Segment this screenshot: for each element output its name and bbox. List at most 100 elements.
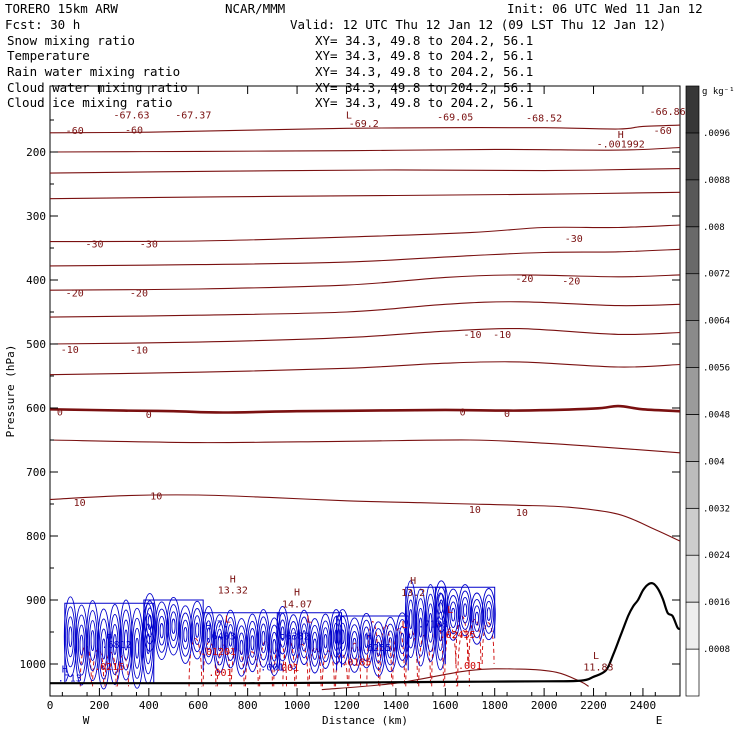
y-tick-label: 1000	[20, 658, 47, 671]
extremum-label: H	[294, 588, 300, 599]
rain-contour	[116, 655, 129, 687]
isotherm-label: 10	[516, 508, 528, 519]
isotherm-label: -60	[125, 125, 143, 136]
cloud-water-contour	[169, 611, 178, 642]
cloud-water-contour	[386, 630, 395, 659]
rain-label: .0185	[341, 657, 371, 668]
isotherm-2	[50, 168, 680, 174]
cloud-water-contour	[428, 612, 433, 634]
colorbar-box	[685, 414, 700, 462]
isotherm-label: -10	[463, 330, 481, 341]
extremum-label: 14.07	[282, 600, 312, 611]
rain-label: .01201	[200, 647, 236, 658]
cloud-water-contour	[111, 624, 119, 665]
field-name-cloud-ice: Cloud ice mixing ratio	[7, 95, 173, 110]
isotherm-label: 10	[150, 492, 162, 503]
cloud-water-contour	[374, 634, 383, 664]
extremum-label: H	[410, 576, 416, 587]
field-name-rain: Rain water mixing ratio	[7, 64, 180, 79]
cloud-water-contour	[474, 611, 479, 626]
cloud-water-contour	[338, 622, 347, 651]
isotherm-label: -30	[85, 239, 103, 250]
isotherm-label: -20	[562, 276, 580, 287]
cloud-water-contour	[122, 619, 130, 661]
cloud-water-contour	[388, 637, 393, 652]
isotherm-label: -20	[66, 289, 84, 300]
colorbar-label: .004	[703, 457, 725, 467]
isotherm-label: 0	[504, 409, 510, 420]
forecast-hour: Fcst: 30 h	[5, 17, 80, 32]
cloud-water-contour	[272, 639, 277, 655]
cloud-water-contour	[319, 613, 332, 669]
isotherm-1	[50, 146, 680, 153]
cloud-water-label: 7.	[217, 620, 229, 631]
cloud-water-contour	[190, 600, 205, 660]
colorbar-box	[685, 461, 700, 509]
cloud-water-contour	[89, 620, 97, 662]
extremum-label: -67.37	[175, 111, 211, 122]
colorbar-box	[685, 601, 700, 650]
y-tick-label: 900	[26, 594, 46, 607]
cloud-water-contour	[340, 629, 345, 645]
cloud-water-contour	[483, 594, 495, 634]
cloud-water-contour	[446, 588, 461, 641]
contour-labels: -60 -60 -60 -30 -30 -30 -20 -20 -20 -20 -10 -10 -10 -…	[57, 107, 686, 684]
rain-label: L	[225, 614, 231, 625]
extremum-label: L	[593, 651, 599, 662]
cloud-water-label: .6255	[361, 643, 391, 654]
x-axis-ticks: 0 200 400 600 800 1000 1200 1400 1600 1800 2000 220…	[47, 86, 656, 712]
cloud-water-contour	[166, 596, 181, 656]
cloud-water-contour	[418, 617, 423, 638]
cloud-water-contour	[312, 638, 317, 654]
cloud-water-contour	[86, 600, 100, 682]
cloud-water-envelope	[434, 586, 496, 639]
cloud-water-contour	[206, 627, 211, 643]
cloud-water-label: .6403	[205, 632, 235, 643]
colorbar: .0008 .0016 .0024 .0032 .004 .0048 .0056 .0064.…	[685, 85, 730, 697]
cloud-water-contour	[133, 627, 141, 669]
isotherm-label: -10	[130, 346, 148, 357]
isotherm-4	[50, 224, 680, 243]
cloud-water-contour	[112, 634, 117, 655]
cloud-water-contour	[376, 641, 381, 657]
field-name-temperature: Temperature	[7, 48, 90, 63]
cloud-water-contour	[227, 624, 234, 654]
y-tick-label: 600	[26, 402, 46, 415]
y-tick-label: 800	[26, 530, 46, 543]
cloud-water-contour	[236, 625, 247, 670]
cloud-water-contour	[302, 630, 307, 645]
cloud-water-contour	[239, 639, 244, 656]
cloud-water-label: .6382	[280, 632, 310, 643]
isotherm-12	[50, 494, 680, 542]
rain-label: L	[447, 605, 453, 616]
extremum-label: 13.2	[401, 588, 425, 599]
x-tick-label: 200	[89, 699, 109, 712]
cloud-water-contour	[259, 623, 267, 654]
cloud-water-contour	[279, 619, 286, 648]
colorbar-label: .0008	[703, 645, 730, 655]
cloud-water-contour	[447, 595, 459, 635]
rain-contour	[282, 640, 296, 687]
cloud-water-label: .001	[260, 662, 284, 673]
cloud-water-contour	[77, 624, 86, 666]
cloud-water-contour	[485, 600, 493, 628]
field-xy-cloud-water: XY= 34.3, 49.8 to 204.2, 56.1	[315, 80, 533, 95]
field-name-snow: Snow mixing ratio	[7, 33, 135, 48]
cloud-water-contour	[124, 629, 128, 651]
cloud-water-contour	[335, 609, 350, 665]
model-title: TORERO 15km ARW	[5, 1, 118, 16]
cloud-water-contour	[203, 613, 214, 658]
colorbar-label: .0032	[703, 504, 730, 514]
cloud-water-contour	[461, 596, 469, 624]
rain-contour	[259, 640, 273, 687]
cloud-water-contour	[235, 618, 248, 677]
colorbar-label: .0096	[703, 129, 730, 139]
cloud-water-contour	[98, 618, 109, 680]
cloud-water-contour	[417, 607, 424, 648]
cloud-water-contour	[135, 637, 140, 659]
rain-label: .02435	[440, 630, 476, 641]
cloud-water-label: .7133	[418, 620, 448, 631]
cloud-water-contour	[248, 628, 256, 658]
colorbar-box	[685, 179, 700, 228]
extremum-label: 13.32	[218, 586, 248, 597]
